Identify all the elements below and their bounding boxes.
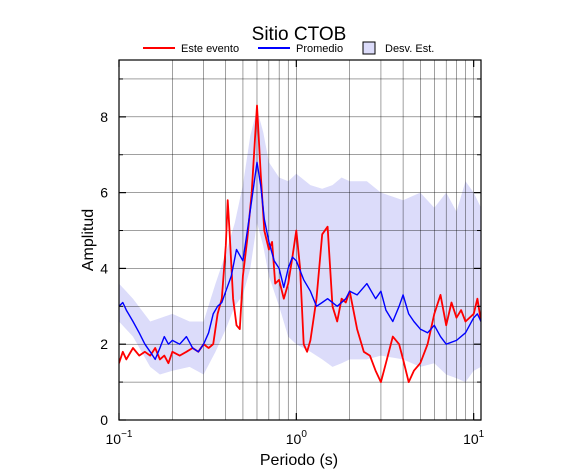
y-tick-label: 6 xyxy=(100,185,108,201)
chart-legend: Este evento Promedio Desv. Est. xyxy=(143,41,434,55)
series-line-este-evento xyxy=(119,104,481,383)
legend-label: Desv. Est. xyxy=(385,43,434,55)
chart-title: Sitio CTOB xyxy=(252,24,347,45)
y-tick-label: 8 xyxy=(100,109,108,125)
y-tick-label: 0 xyxy=(100,412,108,428)
legend-swatch xyxy=(362,41,376,55)
y-tick-label: 2 xyxy=(100,336,108,352)
series-layer xyxy=(119,104,481,383)
x-tick-label: 100 xyxy=(286,429,308,447)
axis-ticks: 0 2 4 6 8 10−1 100 101 xyxy=(100,60,485,447)
y-axis-label: Amplitud xyxy=(80,209,97,271)
plot-area: 0 2 4 6 8 10−1 100 101 xyxy=(100,59,485,447)
std-dev-band xyxy=(119,109,481,383)
legend-label: Promedio xyxy=(296,43,343,55)
x-tick-label: 10−1 xyxy=(106,429,133,447)
x-axis-label: Periodo (s) xyxy=(260,452,338,469)
legend-label: Este evento xyxy=(181,43,239,55)
x-tick-label: 101 xyxy=(463,429,485,447)
y-tick-label: 4 xyxy=(100,260,108,276)
plot-frame xyxy=(118,59,482,421)
std-dev-band-layer xyxy=(119,109,481,383)
series-line-promedio xyxy=(119,161,481,361)
